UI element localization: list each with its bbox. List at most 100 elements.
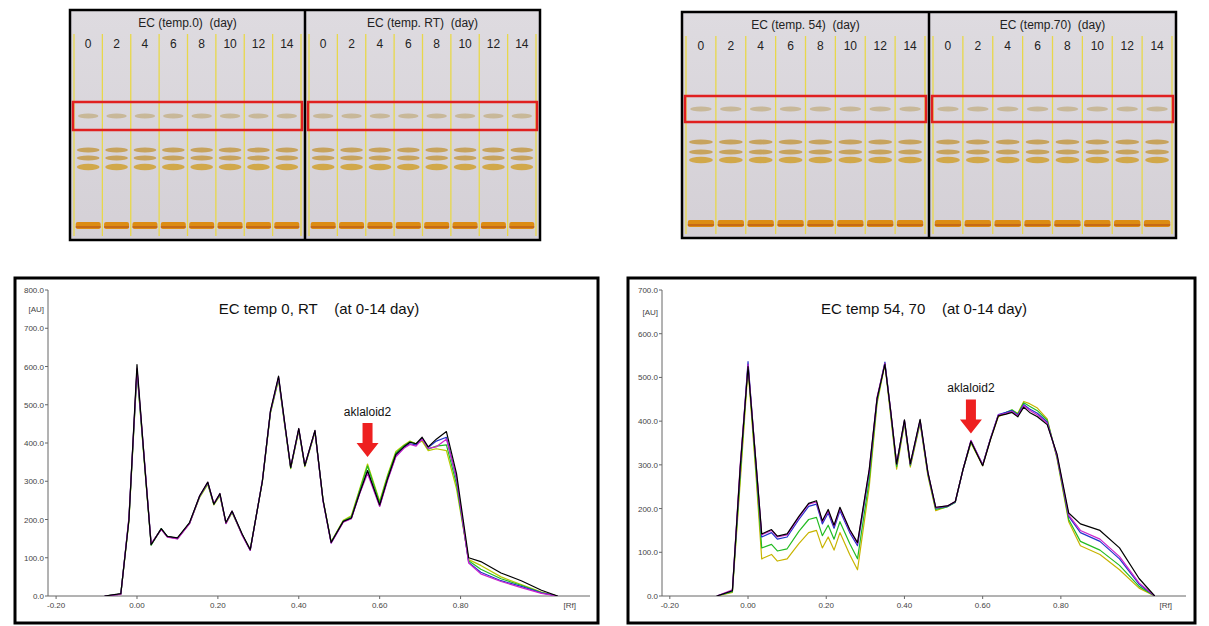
band: [78, 114, 98, 119]
band: [810, 107, 832, 112]
origin-line: [1144, 225, 1170, 226]
band: [1145, 150, 1169, 155]
origin-line: [1024, 225, 1050, 226]
annotation: aklaloid2: [947, 381, 995, 433]
origin-line: [718, 225, 744, 226]
band: [340, 156, 363, 161]
trace: [717, 363, 1155, 596]
lane-label: 0: [85, 37, 92, 51]
band: [1146, 107, 1168, 112]
lane-line: [894, 36, 895, 234]
chart-title: EC temp 0, RT (at 0-14 day): [219, 300, 419, 317]
origin-line: [367, 227, 392, 228]
lane-label: 12: [874, 39, 888, 53]
origin-band: [718, 220, 744, 227]
band: [248, 114, 268, 119]
x-tick-label: 0.60: [372, 601, 388, 610]
band: [425, 164, 448, 170]
origin-band: [509, 222, 534, 229]
origin-band: [935, 220, 961, 227]
band: [1057, 107, 1079, 112]
lane-label: 6: [787, 39, 794, 53]
annotation-arrow: [357, 423, 379, 457]
band: [838, 157, 862, 163]
annotation: aklaloid2: [344, 405, 392, 457]
origin-band: [424, 222, 449, 229]
lane-label: 0: [698, 39, 705, 53]
lane-line: [1112, 36, 1113, 234]
band: [719, 150, 743, 155]
origin-line: [274, 227, 299, 228]
band: [134, 164, 157, 170]
origin-line: [104, 227, 129, 228]
x-tick-label: 0.00: [740, 601, 756, 610]
origin-line: [396, 227, 421, 228]
origin-line: [1054, 225, 1080, 226]
band: [966, 140, 990, 145]
band: [936, 157, 960, 163]
x-tick: [669, 596, 670, 599]
x-tick-label: 0.40: [291, 601, 307, 610]
band: [247, 156, 270, 161]
x-tick: [136, 596, 137, 599]
band: [512, 114, 532, 119]
x-tick: [748, 596, 749, 599]
chart: 0.0100.0200.0300.0400.0500.0600.0700.080…: [15, 278, 598, 623]
lane-label: 12: [252, 37, 266, 51]
chart: 0.0100.0200.0300.0400.0500.0600.0700.0-0…: [628, 278, 1195, 623]
band: [966, 150, 990, 155]
x-axis: [662, 596, 1186, 597]
page: EC (temp.0) (day)02468101214EC (temp. RT…: [0, 0, 1209, 626]
y-tick: [45, 481, 48, 482]
highlight-box: [685, 96, 926, 122]
origin-line: [481, 227, 506, 228]
lane-line: [715, 36, 716, 234]
y-tick: [659, 508, 662, 509]
band: [966, 157, 990, 163]
origin-band: [453, 222, 478, 229]
band: [899, 107, 921, 112]
y-tick-label: 200.0: [24, 516, 45, 525]
band: [689, 140, 713, 145]
lane-label: 14: [515, 37, 529, 51]
lane-label: 4: [1004, 39, 1011, 53]
band: [780, 107, 802, 112]
band: [808, 157, 832, 163]
band: [275, 148, 298, 153]
band: [1085, 150, 1109, 155]
origin-line: [339, 227, 364, 228]
origin-band: [339, 222, 364, 229]
band: [779, 157, 803, 163]
origin-band: [748, 220, 774, 227]
band: [162, 164, 185, 170]
lane-line: [365, 34, 366, 236]
band: [689, 150, 713, 155]
panel-title: EC (temp. 54) (day): [751, 18, 860, 32]
band: [510, 164, 533, 170]
y-tick: [45, 596, 48, 597]
lane-label: 14: [280, 37, 294, 51]
band: [163, 114, 183, 119]
band: [869, 107, 891, 112]
origin-band: [897, 220, 923, 227]
x-tick: [982, 596, 983, 599]
band: [162, 156, 185, 161]
lane-label: 10: [223, 37, 237, 51]
lane-label: 10: [1091, 39, 1105, 53]
origin-band: [274, 222, 299, 229]
origin-line: [218, 227, 243, 228]
band: [191, 114, 211, 119]
band: [220, 114, 240, 119]
lane-line: [244, 34, 245, 236]
band: [247, 164, 270, 170]
band: [106, 114, 126, 119]
band: [313, 114, 333, 119]
trace: [105, 372, 558, 596]
x-tick-label: 0.80: [453, 601, 469, 610]
lane-label: 2: [727, 39, 734, 53]
band: [996, 150, 1020, 155]
band: [510, 148, 533, 153]
lane-label: 0: [945, 39, 952, 53]
chart-frame: [15, 278, 598, 623]
annotation-label: aklaloid2: [947, 381, 995, 395]
